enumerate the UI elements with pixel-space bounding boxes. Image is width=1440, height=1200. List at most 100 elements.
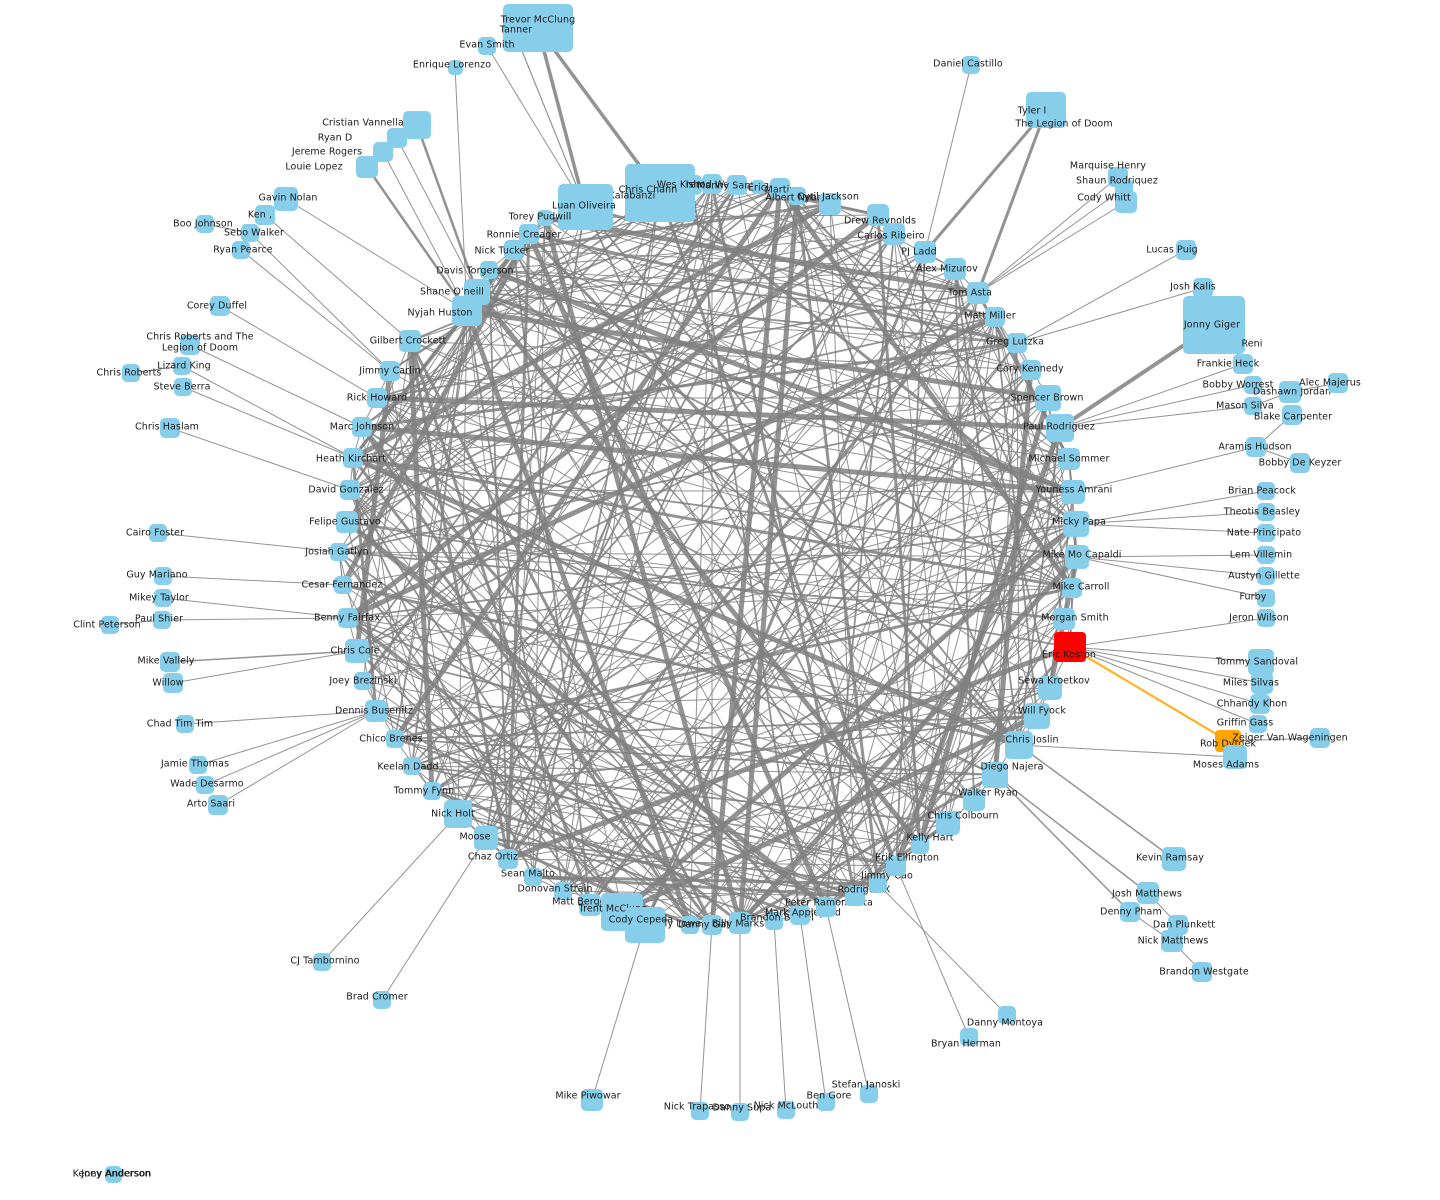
- graph-node[interactable]: [1183, 296, 1245, 354]
- graph-node[interactable]: [373, 991, 391, 1009]
- graph-node[interactable]: [869, 875, 887, 893]
- graph-node[interactable]: [691, 1102, 709, 1120]
- graph-node[interactable]: [189, 756, 207, 774]
- graph-node[interactable]: [232, 241, 250, 259]
- graph-node[interactable]: [729, 912, 751, 934]
- graph-node[interactable]: [1053, 608, 1075, 630]
- graph-node[interactable]: [867, 204, 889, 226]
- graph-node[interactable]: [1024, 703, 1050, 729]
- graph-node[interactable]: [336, 511, 358, 533]
- graph-node[interactable]: [1257, 482, 1275, 500]
- graph-node[interactable]: [1223, 745, 1247, 769]
- graph-node[interactable]: [1192, 962, 1212, 982]
- graph-node[interactable]: [403, 111, 431, 139]
- graph-node[interactable]: [1063, 511, 1089, 537]
- graph-node[interactable]: [154, 589, 172, 607]
- graph-node[interactable]: [537, 210, 553, 226]
- graph-node[interactable]: [160, 418, 180, 438]
- graph-node[interactable]: [960, 1028, 978, 1046]
- graph-node[interactable]: [1248, 649, 1274, 675]
- graph-node[interactable]: [702, 174, 722, 194]
- graph-node[interactable]: [153, 611, 171, 629]
- graph-node[interactable]: [1250, 694, 1270, 714]
- graph-node[interactable]: [982, 762, 1008, 788]
- graph-node[interactable]: [1279, 381, 1301, 403]
- graph-node[interactable]: [507, 27, 525, 45]
- graph-node[interactable]: [1244, 397, 1262, 415]
- graph-node[interactable]: [998, 1006, 1016, 1024]
- graph-node[interactable]: [154, 567, 172, 585]
- graph-node[interactable]: [210, 296, 230, 316]
- graph-node[interactable]: [963, 789, 985, 811]
- graph-node[interactable]: [338, 608, 358, 628]
- graph-node[interactable]: [967, 282, 989, 304]
- graph-node[interactable]: [1246, 437, 1266, 457]
- graph-node[interactable]: [101, 616, 119, 634]
- graph-node[interactable]: [1038, 676, 1062, 700]
- graph-node[interactable]: [751, 180, 765, 194]
- graph-node[interactable]: [962, 56, 980, 74]
- graph-node[interactable]: [480, 261, 498, 279]
- graph-node[interactable]: [160, 652, 180, 672]
- graph-node[interactable]: [682, 175, 702, 195]
- graph-node[interactable]: [1282, 405, 1302, 425]
- graph-node[interactable]: [399, 330, 421, 352]
- graph-node[interactable]: [478, 37, 496, 55]
- graph-node[interactable]: [1005, 731, 1033, 759]
- graph-node[interactable]: [1257, 546, 1275, 564]
- graph-node[interactable]: [1257, 524, 1275, 542]
- graph-node[interactable]: [255, 205, 275, 225]
- graph-node[interactable]: [498, 849, 518, 869]
- graph-node[interactable]: [444, 800, 472, 828]
- graph-node[interactable]: [403, 757, 421, 775]
- graph-node[interactable]: [196, 776, 214, 794]
- graph-node[interactable]: [380, 361, 400, 381]
- graph-node[interactable]: [1257, 589, 1275, 607]
- graph-node[interactable]: [1257, 567, 1275, 585]
- graph-node[interactable]: [367, 388, 387, 408]
- graph-node[interactable]: [519, 224, 539, 244]
- graph-node[interactable]: [1137, 882, 1159, 904]
- graph-node[interactable]: [1007, 333, 1027, 353]
- graph-node[interactable]: [149, 524, 167, 542]
- graph-node[interactable]: [174, 378, 192, 396]
- graph-node[interactable]: [886, 856, 906, 876]
- graph-node[interactable]: [883, 223, 905, 245]
- graph-node[interactable]: [356, 156, 378, 178]
- graph-node[interactable]: [1257, 503, 1275, 521]
- graph-node[interactable]: [208, 795, 228, 815]
- graph-node[interactable]: [702, 915, 722, 935]
- graph-node[interactable]: [386, 730, 404, 748]
- graph-node[interactable]: [373, 142, 393, 162]
- graph-node[interactable]: [1065, 545, 1089, 569]
- graph-node[interactable]: [365, 700, 387, 722]
- graph-node[interactable]: [180, 335, 200, 355]
- graph-node[interactable]: [1328, 373, 1348, 393]
- graph-node[interactable]: [1021, 360, 1041, 380]
- graph-node[interactable]: [819, 193, 841, 215]
- graph-node[interactable]: [1061, 480, 1085, 504]
- graph-node[interactable]: [1176, 240, 1196, 260]
- graph-node[interactable]: [625, 907, 665, 943]
- graph-node[interactable]: [554, 882, 572, 900]
- graph-node[interactable]: [196, 215, 214, 233]
- graph-node[interactable]: [1249, 715, 1267, 733]
- graph-node[interactable]: [423, 782, 441, 800]
- graph-node[interactable]: [777, 1101, 795, 1119]
- graph-node[interactable]: [1161, 930, 1183, 952]
- graph-node[interactable]: [985, 307, 1005, 327]
- graph-node[interactable]: [447, 59, 463, 75]
- graph-node[interactable]: [788, 187, 806, 205]
- graph-node[interactable]: [817, 1093, 835, 1111]
- graph-node[interactable]: [727, 175, 747, 195]
- graph-node[interactable]: [1310, 728, 1330, 748]
- graph-node[interactable]: [345, 639, 369, 663]
- graph-node[interactable]: [765, 912, 783, 930]
- graph-node[interactable]: [1233, 354, 1253, 374]
- graph-node[interactable]: [163, 673, 183, 693]
- graph-node[interactable]: [474, 826, 498, 850]
- graph-node[interactable]: [579, 894, 601, 916]
- graph-node[interactable]: [1026, 92, 1066, 128]
- graph-node[interactable]: [681, 916, 699, 934]
